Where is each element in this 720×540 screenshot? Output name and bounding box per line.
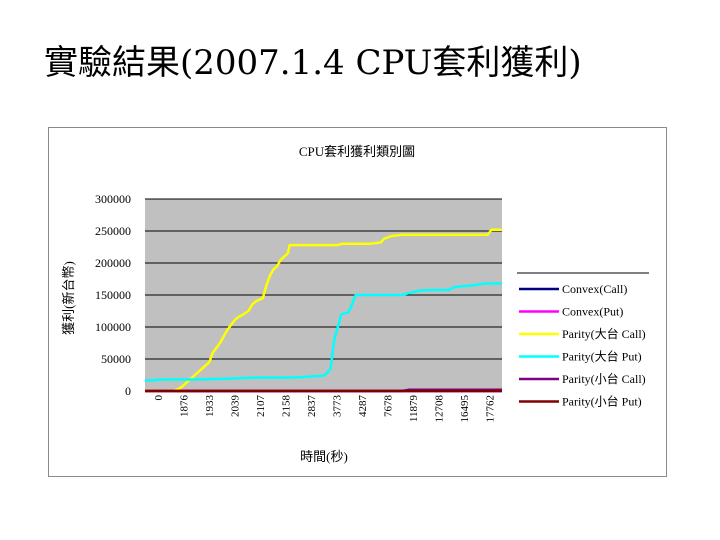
- legend-label: Parity(小台 Put): [562, 394, 642, 409]
- x-tick-label: 17762: [484, 395, 496, 423]
- x-tick-label: 2837: [306, 395, 318, 418]
- x-tick-label: 1876: [178, 395, 190, 418]
- chart-frame: CPU套利獲利類別圖 0 50000 100000 150000 200000 25000…: [48, 127, 667, 477]
- y-tick-label: 300000: [95, 192, 131, 206]
- x-tick-label: 3773: [331, 395, 343, 418]
- series-layer: [144, 228, 502, 393]
- legend-label: Parity(大台 Call): [562, 326, 646, 341]
- x-tick-label: 2158: [280, 395, 292, 418]
- y-tick-label: 200000: [95, 256, 131, 270]
- chart-svg: CPU套利獲利類別圖 0 50000 100000 150000 200000 25000…: [61, 144, 649, 464]
- x-tick-label: 16495: [459, 395, 471, 423]
- chart-title: CPU套利獲利類別圖: [299, 144, 415, 159]
- y-tick-label: 50000: [101, 352, 131, 366]
- legend-label: Parity(小台 Call): [562, 371, 646, 386]
- y-tick-labels: 0 50000 100000 150000 200000 250000 300000: [95, 192, 131, 398]
- y-tick-label: 150000: [95, 288, 131, 302]
- legend-label: Convex(Call): [562, 282, 627, 296]
- x-tick-label: 12708: [433, 395, 445, 423]
- x-tick-label: 4287: [357, 395, 369, 418]
- series-line: [145, 228, 502, 393]
- y-tick-label: 100000: [95, 320, 131, 334]
- x-tick-label: 2039: [229, 395, 241, 418]
- x-tick-label: 7678: [382, 395, 394, 418]
- x-axis-label: 時間(秒): [300, 449, 348, 464]
- x-tick-label: 2107: [255, 395, 267, 418]
- x-tick-label: 1933: [204, 395, 216, 418]
- series-line: [144, 282, 502, 383]
- x-tick-label: 11879: [408, 395, 420, 423]
- y-tick-label: 250000: [95, 224, 131, 238]
- legend-label: Parity(大台 Put): [562, 349, 642, 364]
- y-tick-label: 0: [125, 384, 131, 398]
- y-axis-label: 獲利(新台幣): [61, 261, 76, 335]
- slide-title: 實驗結果(2007.1.4 CPU套利獲利): [44, 43, 582, 83]
- legend-label: Convex(Put): [562, 305, 623, 319]
- x-tick-label: 0: [153, 395, 165, 401]
- legend: Convex(Call) Convex(Put) Parity(大台 Call) Pa…: [517, 272, 649, 409]
- x-tick-labels: 0 1876 1933 2039 2107 2158 2837 3773 4287 7678 118…: [153, 395, 497, 423]
